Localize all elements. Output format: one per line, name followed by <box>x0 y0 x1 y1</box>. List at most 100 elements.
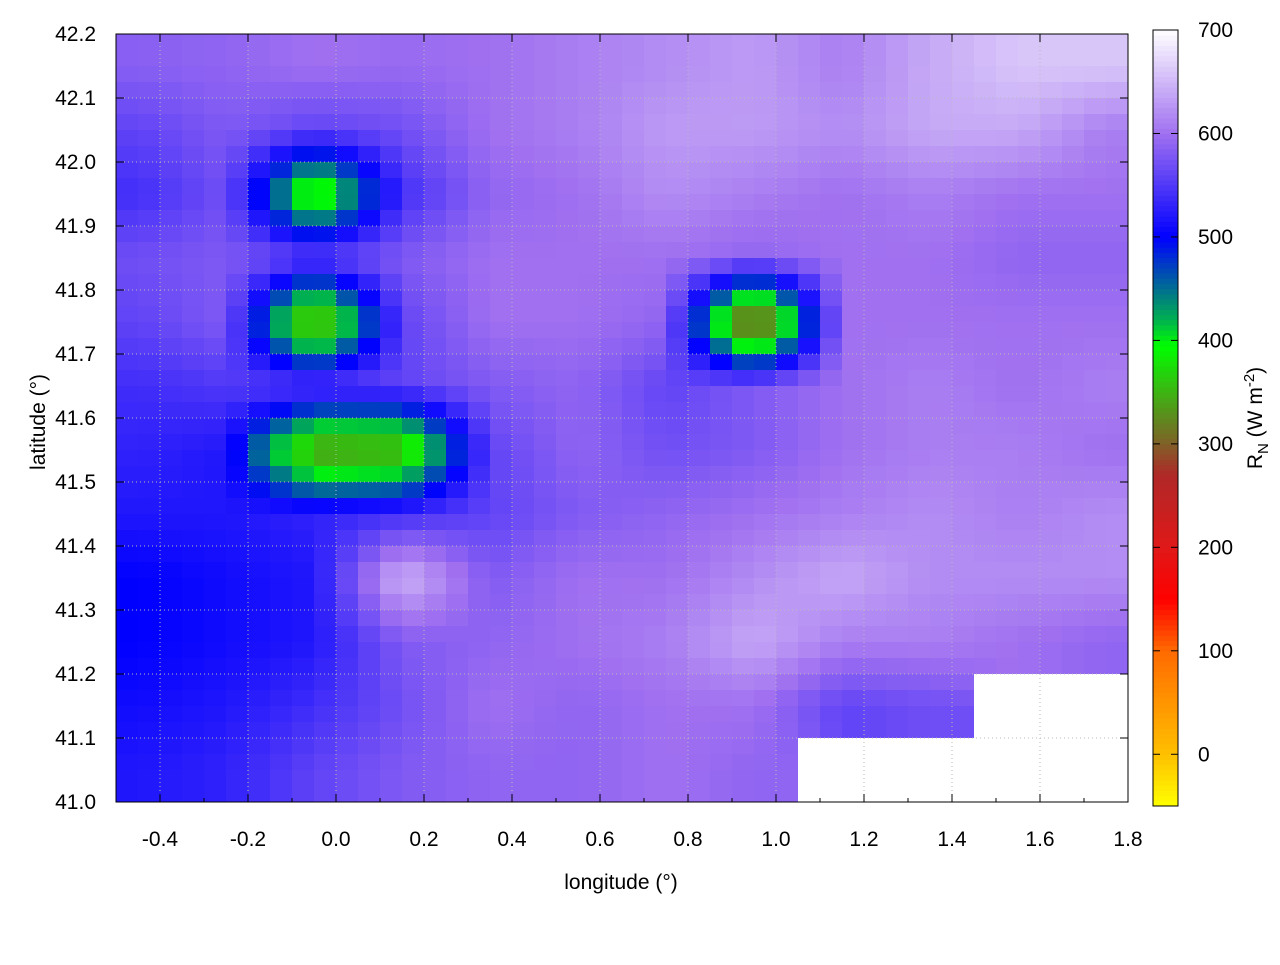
colorbar-segment <box>1153 340 1178 347</box>
heatmap-cell <box>490 562 513 579</box>
heatmap-cell <box>908 130 931 147</box>
heatmap-cell <box>1062 546 1085 563</box>
heatmap-cell <box>380 642 403 659</box>
heatmap-cell <box>116 210 139 227</box>
heatmap-cell <box>688 514 711 531</box>
heatmap-cell <box>908 258 931 275</box>
heatmap-cell <box>622 322 645 339</box>
heatmap-cell <box>160 98 183 115</box>
heatmap-cell <box>468 82 491 99</box>
heatmap-cell <box>666 178 689 195</box>
heatmap-cell <box>710 546 733 563</box>
heatmap-cell <box>512 786 535 802</box>
colorbar-segment <box>1153 749 1178 755</box>
heatmap-cell <box>556 530 579 547</box>
heatmap-cell <box>908 706 931 723</box>
heatmap-cell <box>534 82 557 99</box>
heatmap-cell <box>644 290 667 307</box>
heatmap-cell <box>1106 258 1128 275</box>
heatmap-cell <box>1062 754 1085 771</box>
heatmap-cell <box>226 610 249 627</box>
colorbar-segment <box>1153 397 1178 403</box>
colorbar-segment <box>1153 288 1178 295</box>
heatmap-cell <box>424 82 447 99</box>
heatmap-cell <box>138 34 161 51</box>
heatmap-cell <box>292 258 315 275</box>
heatmap-cell <box>666 114 689 131</box>
colorbar-segment <box>1153 599 1178 605</box>
heatmap-cell <box>908 498 931 515</box>
heatmap-cell <box>424 690 447 707</box>
heatmap-cell <box>358 738 381 755</box>
heatmap-cell <box>666 354 689 371</box>
heatmap-cell <box>248 162 271 179</box>
heatmap-cell <box>776 210 799 227</box>
heatmap-cell <box>864 162 887 179</box>
heatmap-cell <box>754 98 777 115</box>
heatmap-cell <box>468 322 491 339</box>
heatmap-cell <box>776 754 799 771</box>
heatmap-cell <box>974 178 997 195</box>
heatmap-cell <box>380 498 403 515</box>
colorbar-segment <box>1153 702 1178 709</box>
heatmap-cell <box>952 642 975 659</box>
heatmap-cell <box>116 482 117 499</box>
heatmap-cell <box>468 770 491 787</box>
heatmap-cell <box>468 66 491 83</box>
heatmap-cell <box>908 242 931 259</box>
heatmap-cell <box>446 770 469 787</box>
heatmap-cell <box>864 130 887 147</box>
heatmap-cell <box>1040 370 1063 387</box>
heatmap-cell <box>952 98 975 115</box>
heatmap-cell <box>116 242 139 259</box>
heatmap-cell <box>864 658 887 675</box>
heatmap-cell <box>996 402 1019 419</box>
heatmap-cell <box>952 754 975 771</box>
heatmap-cell <box>952 722 975 739</box>
heatmap-cell <box>1018 514 1041 531</box>
heatmap-cell <box>688 450 711 467</box>
y-tick-label: 41.9 <box>55 215 96 238</box>
heatmap-cell <box>116 466 117 483</box>
heatmap-cell <box>468 434 491 451</box>
heatmap-cell <box>1062 786 1085 802</box>
heatmap-cell <box>512 674 535 691</box>
heatmap-cell <box>160 178 183 195</box>
heatmap-cell <box>336 194 359 211</box>
heatmap-cell <box>138 162 161 179</box>
heatmap-cell <box>160 226 183 243</box>
heatmap-cell <box>512 562 535 579</box>
colorbar-segment <box>1153 45 1178 52</box>
heatmap-cell <box>468 658 491 675</box>
heatmap-cell <box>292 466 315 483</box>
heatmap-cell <box>1018 722 1041 739</box>
heatmap-cell <box>556 226 579 243</box>
heatmap-cell <box>358 34 381 51</box>
y-tick-label: 42.2 <box>55 23 96 46</box>
heatmap-cell <box>270 210 293 227</box>
heatmap-cell <box>798 66 821 83</box>
heatmap-cell <box>996 386 1019 403</box>
heatmap-cell <box>842 194 865 211</box>
heatmap-cell <box>754 786 777 802</box>
heatmap-cell <box>1018 162 1041 179</box>
colorbar-segment <box>1153 521 1178 528</box>
heatmap-cell <box>204 386 227 403</box>
heatmap-cell <box>666 434 689 451</box>
heatmap-cell <box>776 578 799 595</box>
heatmap-cell <box>1040 290 1063 307</box>
heatmap-cell <box>688 338 711 355</box>
heatmap-cell <box>688 722 711 739</box>
heatmap-cell <box>336 786 359 802</box>
heatmap-cell <box>578 114 601 131</box>
heatmap-cell <box>732 578 755 595</box>
heatmap-cell <box>358 722 381 739</box>
heatmap-cell <box>666 498 689 515</box>
heatmap-cell <box>468 402 491 419</box>
colorbar-segment <box>1153 304 1178 310</box>
heatmap-cell <box>160 34 183 51</box>
heatmap-cell <box>908 290 931 307</box>
heatmap-cell <box>864 626 887 643</box>
heatmap-cell <box>578 322 601 339</box>
heatmap-cell <box>996 466 1019 483</box>
